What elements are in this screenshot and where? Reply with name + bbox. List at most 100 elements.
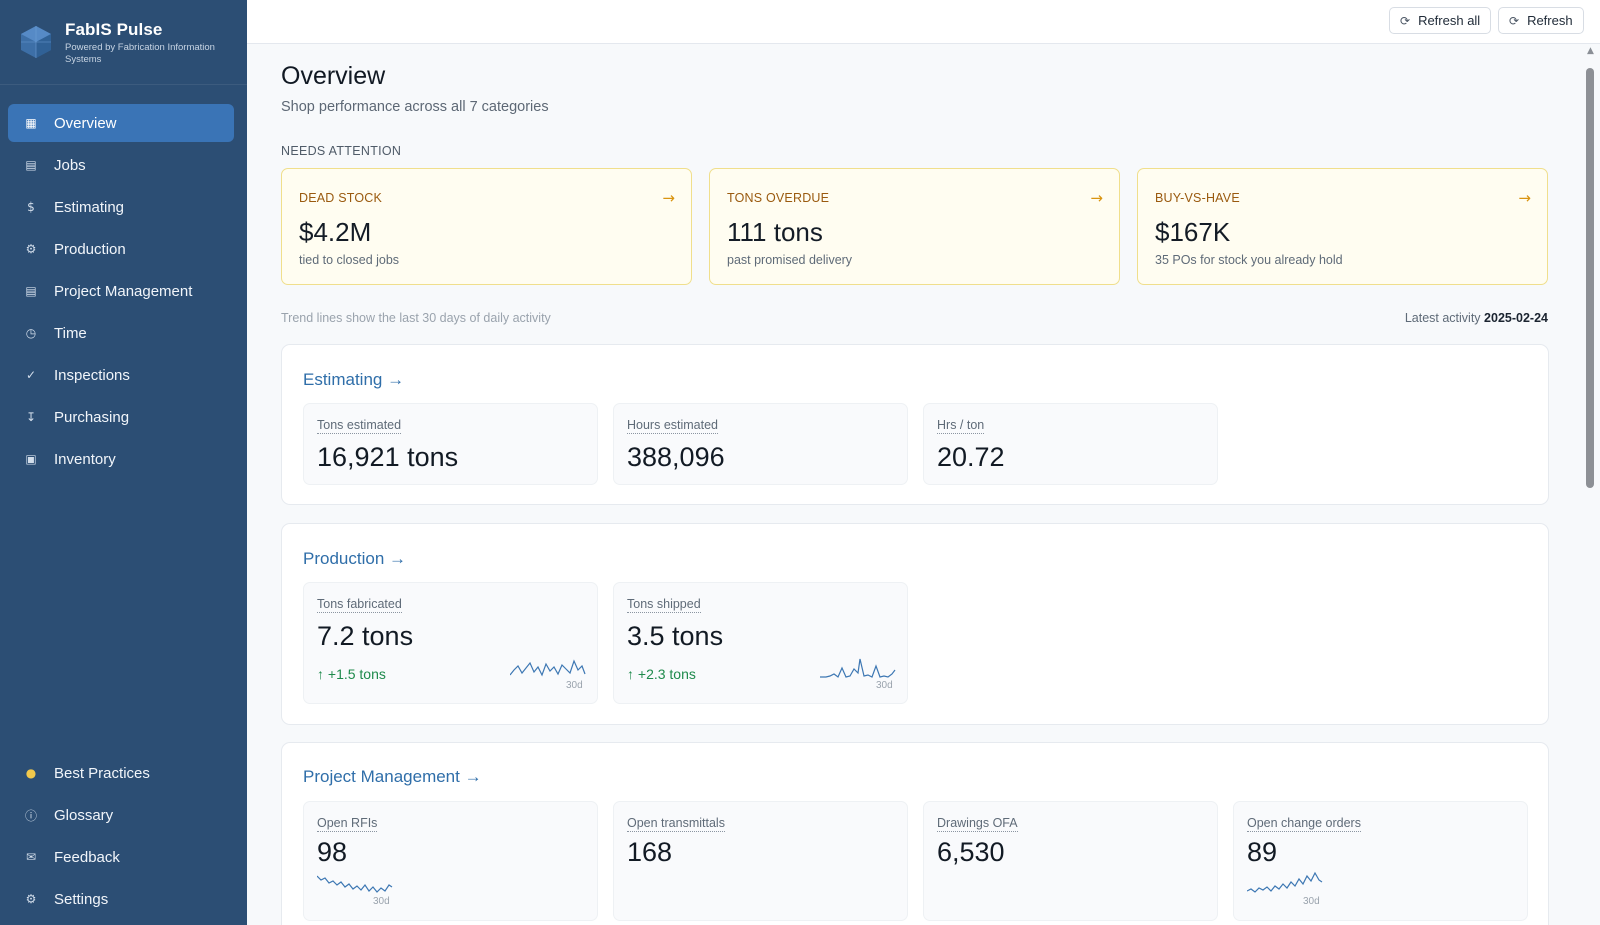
grid-icon: ▦: [25, 116, 37, 130]
sparkline: [317, 875, 393, 893]
metric-label[interactable]: Hours estimated: [627, 418, 719, 434]
scroll-up-icon[interactable]: ▲: [1587, 46, 1594, 56]
metric-label[interactable]: Open change orders: [1247, 816, 1361, 832]
alert-title: TONS OVERDUE: [727, 191, 830, 205]
brand-name: FabIS Pulse: [65, 20, 163, 39]
nav-item-purchasing[interactable]: ↧ Purchasing: [8, 398, 234, 436]
sidebar: FabIS Pulse Powered by Fabrication Infor…: [0, 0, 247, 925]
nav-label: Purchasing: [54, 408, 130, 426]
metric-open-transmittals: Open transmittals 168: [613, 801, 908, 921]
sparkline-period: 30d: [1303, 896, 1320, 907]
arrow-up-icon: ↑: [627, 666, 634, 682]
alert-title: DEAD STOCK: [299, 191, 383, 205]
metric-label[interactable]: Tons fabricated: [317, 597, 402, 613]
arrow-right-icon: →: [662, 189, 675, 207]
topbar: ⟳ Refresh all ⟳ Refresh: [247, 0, 1600, 44]
metric-delta: ↑ +2.3 tons: [627, 666, 696, 682]
arrow-right-icon: →: [1518, 189, 1531, 207]
nav-label: Inspections: [54, 366, 130, 384]
project-management-card: Project Management → Open RFIs 98 30d Op…: [281, 742, 1549, 925]
nav-label: Feedback: [54, 848, 120, 866]
nav-label: Estimating: [54, 198, 125, 216]
mail-icon: ✉: [25, 850, 37, 864]
metric-tons-fabricated: Tons fabricated 7.2 tons ↑ +1.5 tons 30d: [303, 582, 598, 704]
latest-activity: Latest activity 2025-02-24: [1405, 311, 1548, 325]
nav-label: Project Management: [54, 282, 193, 300]
metric-tons-estimated: Tons estimated 16,921 tons: [303, 403, 598, 485]
metric-hours-estimated: Hours estimated 388,096: [613, 403, 908, 485]
alert-desc: 35 POs for stock you already hold: [1155, 253, 1343, 267]
download-icon: ↧: [25, 410, 37, 424]
estimating-card: Estimating → Tons estimated 16,921 tons …: [281, 344, 1549, 505]
trend-note: Trend lines show the last 30 days of dai…: [281, 311, 551, 325]
alert-card-tons-overdue[interactable]: TONS OVERDUE → 111 tons past promised de…: [709, 168, 1120, 285]
metric-delta: ↑ +1.5 tons: [317, 666, 386, 682]
nav-item-jobs[interactable]: ▤ Jobs: [8, 146, 234, 184]
refresh-button[interactable]: ⟳ Refresh: [1498, 7, 1584, 34]
arrow-right-icon: →: [1090, 189, 1103, 207]
alert-value: 111 tons: [727, 217, 823, 247]
alert-value: $4.2M: [299, 217, 372, 247]
dollar-icon: $: [27, 200, 35, 214]
info-icon: ⓘ: [24, 808, 37, 823]
estimating-title-link[interactable]: Estimating →: [303, 370, 405, 389]
clipboard-icon: ▤: [25, 284, 37, 298]
nav-item-project-management[interactable]: ▤ Project Management: [8, 272, 234, 310]
nav-item-estimating[interactable]: $ Estimating: [8, 188, 234, 226]
nav-item-best-practices[interactable]: ● Best Practices: [8, 754, 234, 792]
lightbulb-icon: ●: [25, 766, 37, 780]
nav-item-inspections[interactable]: ✓ Inspections: [8, 356, 234, 394]
alert-desc: tied to closed jobs: [299, 253, 400, 267]
production-title-link[interactable]: Production →: [303, 549, 406, 568]
logo-icon: [21, 26, 51, 58]
metric-value: 20.72: [937, 442, 1005, 472]
nav-label: Best Practices: [54, 764, 150, 782]
nav-label: Jobs: [54, 156, 86, 174]
metric-label[interactable]: Drawings OFA: [937, 816, 1018, 832]
metric-value: 16,921 tons: [317, 442, 459, 472]
gear-icon: ⚙: [25, 892, 37, 906]
alert-card-buy-vs-have[interactable]: BUY-VS-HAVE → $167K 35 POs for stock you…: [1137, 168, 1548, 285]
sparkline: [820, 658, 896, 678]
metric-value: 6,530: [937, 837, 1005, 867]
metric-label[interactable]: Tons shipped: [627, 597, 701, 613]
metric-label[interactable]: Hrs / ton: [937, 418, 985, 434]
nav-item-glossary[interactable]: ⓘ Glossary: [8, 796, 234, 834]
metric-label[interactable]: Open RFIs: [317, 816, 378, 832]
table-icon: ▤: [25, 158, 37, 172]
refresh-all-button[interactable]: ⟳ Refresh all: [1389, 7, 1492, 34]
alert-title: BUY-VS-HAVE: [1155, 191, 1240, 205]
metric-value: 98: [317, 837, 348, 867]
nav-item-feedback[interactable]: ✉ Feedback: [8, 838, 234, 876]
latest-activity-label: Latest activity: [1404, 311, 1481, 325]
check-icon: ✓: [25, 368, 37, 382]
metric-open-rfis: Open RFIs 98 30d: [303, 801, 598, 921]
nav-item-overview[interactable]: ▦ Overview: [8, 104, 234, 142]
nav-item-production[interactable]: ⚙ Production: [8, 230, 234, 268]
brand: FabIS Pulse Powered by Fabrication Infor…: [0, 0, 247, 85]
page-title: Overview: [281, 62, 386, 90]
sparkline-period: 30d: [876, 680, 893, 691]
metric-label[interactable]: Open transmittals: [627, 816, 725, 832]
sparkline-period: 30d: [373, 896, 390, 907]
nav-item-time[interactable]: ◷ Time: [8, 314, 234, 352]
metric-label[interactable]: Tons estimated: [317, 418, 402, 434]
metric-tons-shipped: Tons shipped 3.5 tons ↑ +2.3 tons 30d: [613, 582, 908, 704]
sparkline: [510, 659, 586, 677]
sparkline: [1247, 871, 1323, 893]
nav-item-inventory[interactable]: ▣ Inventory: [8, 440, 234, 478]
scrollbar-thumb[interactable]: [1586, 68, 1594, 488]
alert-value: $167K: [1155, 217, 1231, 247]
page-subtitle: Shop performance across all 7 categories: [281, 99, 549, 115]
clock-icon: ◷: [25, 326, 37, 340]
metric-value: 3.5 tons: [627, 621, 724, 651]
nav-label: Settings: [54, 890, 109, 908]
nav-item-settings[interactable]: ⚙ Settings: [8, 880, 234, 918]
metric-value: 168: [627, 837, 673, 867]
alert-card-dead-stock[interactable]: DEAD STOCK → $4.2M tied to closed jobs: [281, 168, 692, 285]
nav-label: Production: [54, 240, 126, 258]
metric-value: 89: [1247, 837, 1278, 867]
delta-value: +1.5 tons: [327, 666, 386, 682]
project-management-title-link[interactable]: Project Management →: [303, 767, 482, 786]
metric-open-change-orders: Open change orders 89 30d: [1233, 801, 1528, 921]
